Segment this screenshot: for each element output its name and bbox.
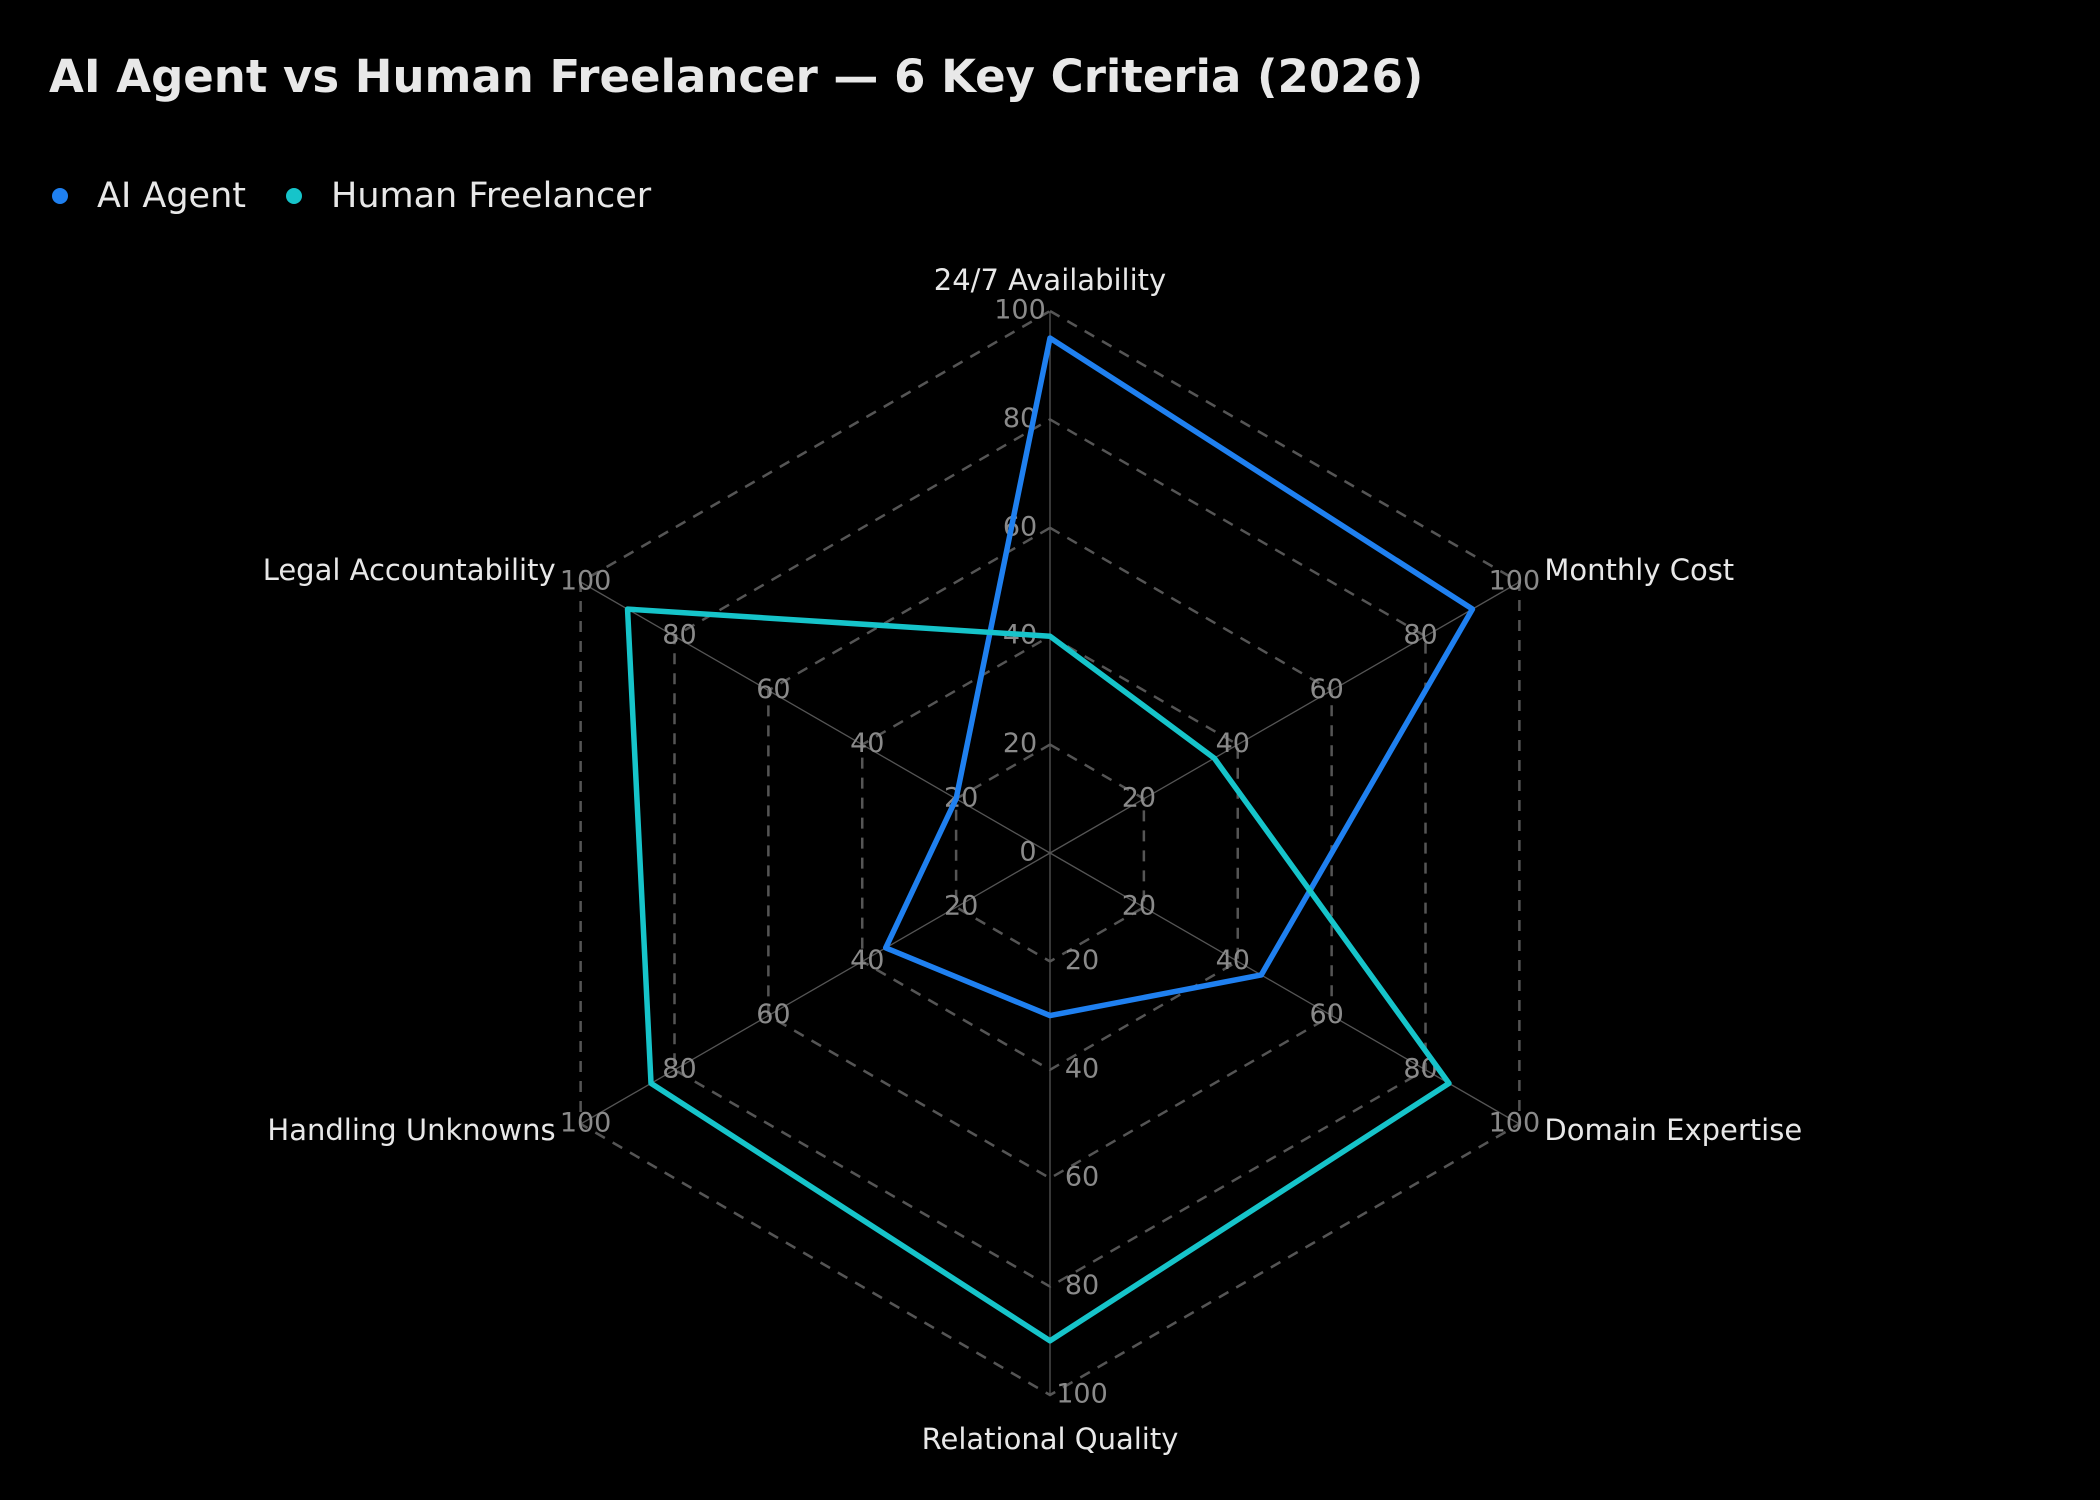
grid-line bbox=[860, 634, 1240, 1072]
spoke bbox=[1049, 852, 1520, 1125]
grid-line bbox=[767, 526, 1333, 1180]
r-tick-label: 40 bbox=[850, 728, 884, 759]
r-tick-label: 60 bbox=[1309, 674, 1343, 705]
r-tick-label: 40 bbox=[850, 945, 884, 976]
legend-marker bbox=[52, 188, 68, 204]
series-line bbox=[624, 606, 1452, 1344]
spoke bbox=[580, 581, 1051, 854]
spoke bbox=[580, 852, 1051, 1125]
r-tick-label: 60 bbox=[756, 999, 790, 1030]
r-tick-label: 40 bbox=[1065, 1053, 1099, 1084]
r-tick-label: 60 bbox=[1309, 999, 1343, 1030]
r-tick-label: 100 bbox=[560, 1108, 612, 1139]
axis-label: Relational Quality bbox=[922, 1422, 1179, 1456]
r-tick-label: 80 bbox=[1065, 1270, 1099, 1301]
legend-label: Human Freelancer bbox=[331, 176, 652, 216]
axis-label: Legal Accountability bbox=[263, 553, 556, 587]
r-tick-label: 80 bbox=[1403, 620, 1437, 651]
r-tick-label: 20 bbox=[1065, 945, 1099, 976]
legend-marker bbox=[286, 188, 302, 204]
series-line bbox=[882, 335, 1476, 1019]
spoke bbox=[1049, 581, 1520, 854]
grid-line bbox=[673, 417, 1427, 1289]
grid-line bbox=[579, 309, 1521, 1397]
axis-label: Domain Expertise bbox=[1544, 1113, 1802, 1147]
r-tick-label: 20 bbox=[944, 891, 978, 922]
axis-label: Handling Unknowns bbox=[267, 1113, 555, 1147]
r-tick-label: 100 bbox=[560, 566, 612, 597]
r-tick-label: 60 bbox=[1065, 1162, 1099, 1193]
axis-label: Monthly Cost bbox=[1544, 553, 1734, 587]
r-tick-label: 60 bbox=[756, 674, 790, 705]
r-tick-label: 80 bbox=[662, 620, 696, 651]
r-tick-label: 100 bbox=[994, 295, 1046, 326]
r-tick-label: 20 bbox=[1122, 782, 1156, 813]
r-tick-label: 40 bbox=[1216, 728, 1250, 759]
r-tick-label: 80 bbox=[662, 1053, 696, 1084]
legend-label: AI Agent bbox=[97, 176, 246, 216]
r-tick-label: 20 bbox=[1122, 891, 1156, 922]
r-tick-label: 0 bbox=[1019, 837, 1036, 868]
r-tick-label: 40 bbox=[1216, 945, 1250, 976]
r-tick-label: 20 bbox=[1003, 728, 1037, 759]
r-tick-label: 100 bbox=[1489, 1108, 1541, 1139]
r-tick-label: 100 bbox=[1489, 566, 1541, 597]
r-tick-label: 100 bbox=[1056, 1379, 1108, 1410]
chart-title: AI Agent vs Human Freelancer — 6 Key Cri… bbox=[49, 50, 1423, 103]
axis-label: 24/7 Availability bbox=[934, 263, 1166, 297]
